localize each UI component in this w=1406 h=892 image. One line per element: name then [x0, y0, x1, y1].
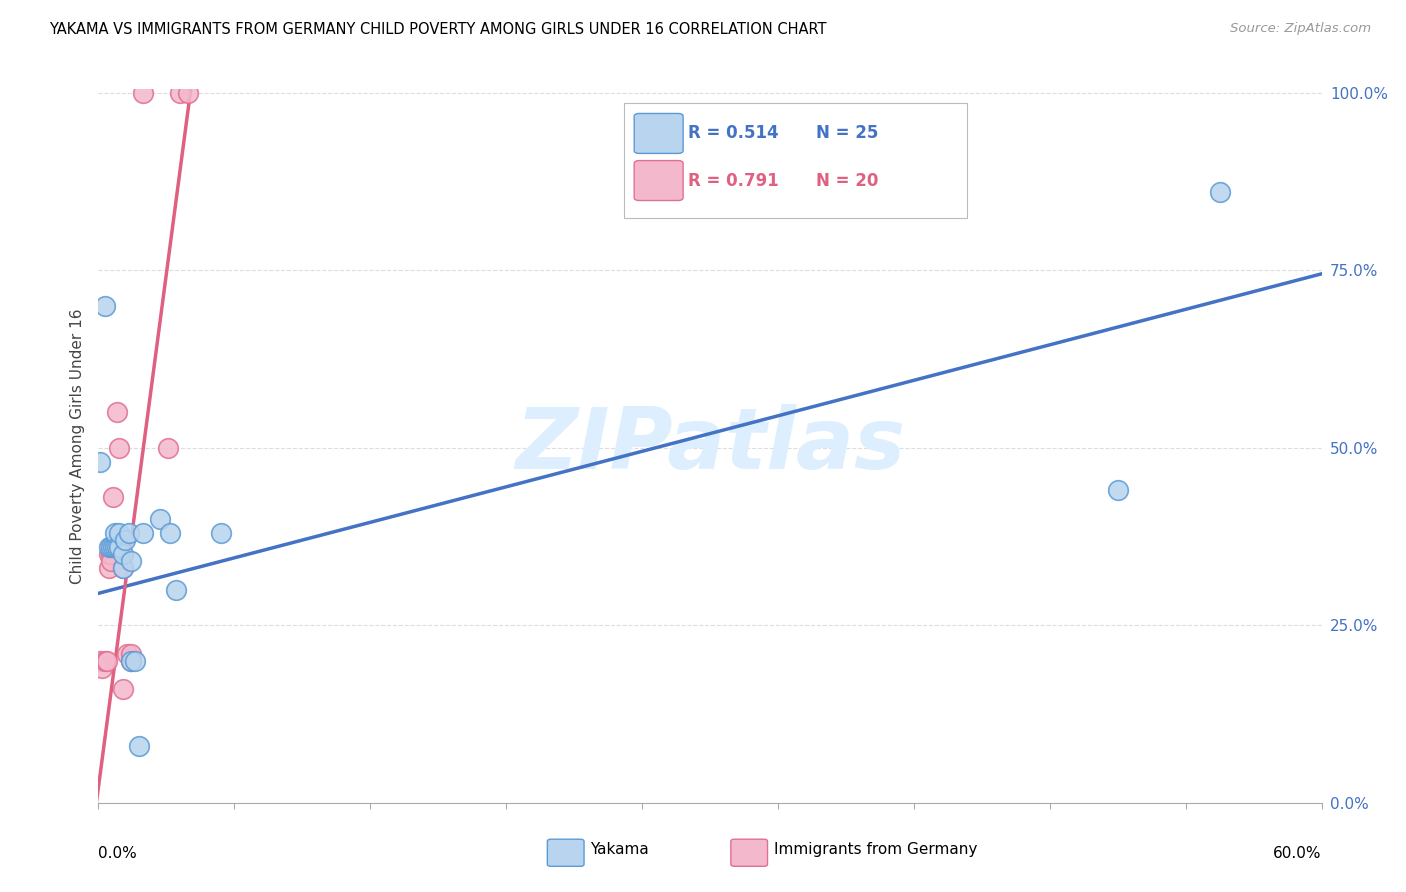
- Point: [104, 540, 127, 554]
- Text: N = 20: N = 20: [817, 171, 879, 189]
- Point: [115, 647, 138, 661]
- Point: [105, 540, 128, 554]
- Point: [120, 654, 142, 668]
- Text: R = 0.791: R = 0.791: [688, 171, 779, 189]
- FancyBboxPatch shape: [624, 103, 967, 218]
- FancyBboxPatch shape: [634, 113, 683, 153]
- Point: [96, 654, 118, 668]
- Text: Yakama: Yakama: [591, 842, 650, 856]
- Point: [101, 540, 124, 554]
- Point: [97, 561, 120, 575]
- Point: [132, 86, 155, 100]
- Text: YAKAMA VS IMMIGRANTS FROM GERMANY CHILD POVERTY AMONG GIRLS UNDER 16 CORRELATION: YAKAMA VS IMMIGRANTS FROM GERMANY CHILD …: [49, 22, 827, 37]
- Point: [128, 739, 150, 753]
- Point: [100, 554, 122, 568]
- Point: [108, 540, 131, 554]
- Text: N = 25: N = 25: [817, 125, 879, 143]
- Point: [89, 455, 111, 469]
- Point: [108, 441, 131, 455]
- Point: [91, 661, 114, 675]
- Point: [93, 654, 115, 668]
- Point: [97, 540, 120, 554]
- Point: [111, 561, 134, 575]
- Point: [111, 561, 134, 575]
- FancyBboxPatch shape: [547, 839, 583, 866]
- Point: [97, 547, 120, 561]
- Point: [93, 299, 115, 313]
- Text: ZIPatlas: ZIPatlas: [515, 404, 905, 488]
- Point: [111, 682, 134, 697]
- Point: [149, 512, 172, 526]
- Text: Immigrants from Germany: Immigrants from Germany: [773, 842, 977, 856]
- Text: R = 0.514: R = 0.514: [688, 125, 779, 143]
- Point: [100, 540, 122, 554]
- FancyBboxPatch shape: [731, 839, 768, 866]
- Point: [89, 654, 111, 668]
- Point: [108, 526, 131, 541]
- Point: [105, 405, 128, 419]
- Point: [159, 526, 181, 541]
- Point: [209, 526, 232, 541]
- Point: [120, 654, 142, 668]
- Point: [1107, 483, 1129, 498]
- Point: [177, 86, 200, 100]
- Point: [156, 441, 179, 455]
- Point: [120, 554, 142, 568]
- Text: Source: ZipAtlas.com: Source: ZipAtlas.com: [1230, 22, 1371, 36]
- Point: [124, 654, 146, 668]
- Point: [111, 547, 134, 561]
- Point: [165, 582, 187, 597]
- Point: [118, 526, 141, 541]
- Text: 60.0%: 60.0%: [1274, 846, 1322, 861]
- Point: [114, 533, 136, 547]
- FancyBboxPatch shape: [634, 161, 683, 201]
- Point: [101, 491, 124, 505]
- Point: [104, 526, 127, 541]
- Point: [1209, 185, 1232, 199]
- Point: [100, 547, 122, 561]
- Point: [132, 526, 155, 541]
- Point: [120, 647, 142, 661]
- Point: [169, 86, 191, 100]
- Y-axis label: Child Poverty Among Girls Under 16: Child Poverty Among Girls Under 16: [69, 309, 84, 583]
- Text: 0.0%: 0.0%: [98, 846, 138, 861]
